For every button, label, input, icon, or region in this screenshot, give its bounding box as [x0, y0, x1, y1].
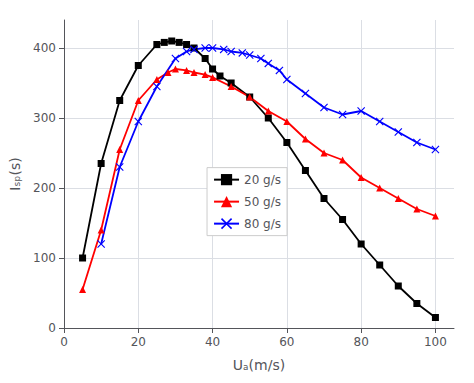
svg-text:0: 0 — [48, 321, 56, 335]
svg-text:100: 100 — [33, 251, 56, 265]
svg-text:60: 60 — [279, 335, 294, 349]
svg-text:80 g/s: 80 g/s — [244, 217, 281, 231]
svg-text:20: 20 — [131, 335, 146, 349]
svg-text:100: 100 — [424, 335, 447, 349]
svg-text:40: 40 — [205, 335, 220, 349]
svg-text:20 g/s: 20 g/s — [244, 173, 281, 187]
svg-text:Iₛₚ(s): Iₛₚ(s) — [7, 157, 23, 191]
svg-text:400: 400 — [33, 41, 56, 55]
svg-text:0: 0 — [60, 335, 68, 349]
svg-text:80: 80 — [354, 335, 369, 349]
svg-text:Uₐ(m/s): Uₐ(m/s) — [233, 357, 285, 373]
svg-text:50 g/s: 50 g/s — [244, 195, 281, 209]
svg-text:300: 300 — [33, 111, 56, 125]
svg-text:200: 200 — [33, 181, 56, 195]
